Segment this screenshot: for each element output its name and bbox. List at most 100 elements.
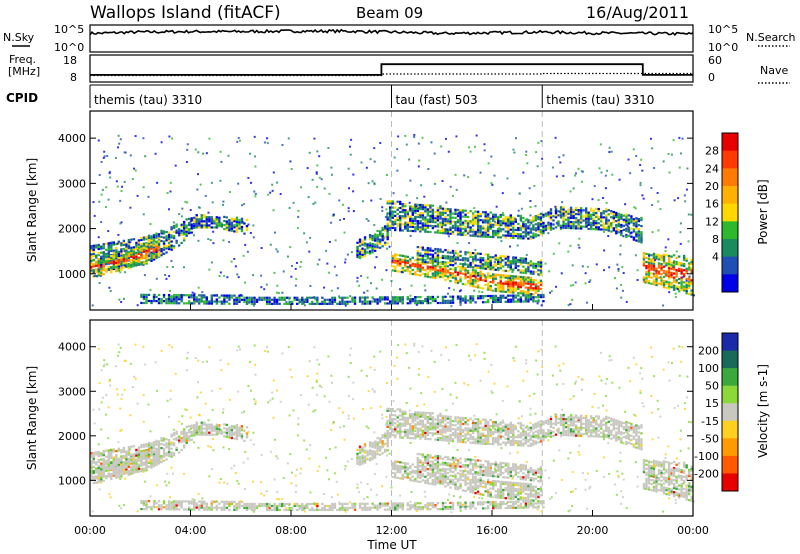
- power-cell: [621, 289, 624, 292]
- power-cell: [640, 233, 643, 236]
- power-cell: [396, 257, 399, 261]
- power-cell: [474, 218, 477, 221]
- power-cell: [574, 217, 578, 220]
- power-cell: [152, 250, 156, 253]
- power-cell: [219, 271, 222, 274]
- power-cell: [351, 296, 354, 299]
- power-cell: [233, 218, 236, 221]
- power-cell: [474, 252, 477, 255]
- power-cell: [662, 281, 666, 285]
- velocity-cell: [441, 415, 445, 418]
- power-cell: [554, 205, 557, 208]
- power-cell: [371, 296, 374, 299]
- velocity-cell: [378, 453, 382, 456]
- power-cell: [137, 246, 141, 249]
- velocity-cell: [386, 425, 389, 428]
- power-cell: [627, 218, 631, 221]
- power-cell: [504, 290, 507, 293]
- power-cell: [489, 259, 492, 263]
- velocity-cell: [147, 449, 151, 453]
- power-cell: [135, 251, 138, 254]
- power-cell: [363, 298, 367, 301]
- power-cell: [177, 302, 181, 305]
- velocity-cell: [210, 427, 213, 430]
- power-cell: [110, 243, 113, 247]
- power-cell: [621, 266, 624, 269]
- power-cell: [414, 217, 417, 221]
- power-cell: [479, 276, 482, 279]
- power-cell: [534, 264, 538, 268]
- power-cell: [436, 262, 440, 265]
- velocity-cell: [356, 454, 359, 457]
- velocity-cell: [479, 436, 482, 439]
- power-cell: [399, 217, 402, 220]
- velocity-cell: [441, 417, 445, 420]
- velocity-cell: [182, 432, 186, 435]
- power-cell: [657, 262, 661, 265]
- freq-right-tick-top: 60: [708, 54, 722, 67]
- power-cell: [431, 224, 435, 228]
- power-cell: [129, 241, 132, 244]
- power-cell: [333, 300, 337, 303]
- power-cell: [328, 300, 332, 303]
- power-cell: [273, 296, 276, 299]
- power-cell: [416, 258, 420, 261]
- power-cell: [316, 302, 319, 305]
- power-cell: [670, 275, 673, 279]
- velocity-cell: [110, 475, 113, 479]
- power-cell: [492, 266, 495, 269]
- power-cell: [223, 296, 226, 299]
- power-cell: [160, 229, 163, 232]
- power-cell: [250, 296, 254, 299]
- velocity-cell: [145, 450, 148, 453]
- power-cell: [323, 187, 326, 190]
- power-cell: [559, 224, 563, 227]
- power-cell: [399, 227, 402, 230]
- power-cell: [358, 244, 362, 247]
- power-cell: [444, 137, 447, 140]
- velocity-cell: [127, 473, 131, 476]
- velocity-cell: [203, 433, 206, 436]
- power-cell: [381, 296, 384, 299]
- velocity-cell: [223, 435, 226, 438]
- power-cell: [526, 162, 529, 165]
- power-cell: [399, 288, 402, 291]
- power-cell: [358, 252, 362, 255]
- power-cell: [474, 232, 477, 236]
- power-cell: [691, 271, 694, 274]
- power-cell: [525, 153, 528, 156]
- power-cell: [119, 199, 122, 202]
- power-cell: [564, 210, 568, 213]
- power-cell: [110, 266, 113, 269]
- velocity-cell: [160, 442, 163, 446]
- power-cell: [567, 208, 570, 211]
- power-cell: [293, 298, 296, 301]
- power-cell: [499, 215, 502, 219]
- power-cell: [650, 258, 653, 261]
- power-cell: [288, 297, 291, 300]
- power-cell: [225, 228, 229, 231]
- power-cell: [445, 256, 448, 259]
- velocity-cell: [494, 429, 497, 432]
- power-cell: [630, 219, 633, 222]
- power-cell: [672, 278, 676, 281]
- power-cell: [466, 251, 470, 254]
- power-cell: [117, 269, 121, 272]
- power-cell: [660, 264, 663, 268]
- velocity-cell: [155, 450, 158, 453]
- velocity-cell: [454, 420, 457, 423]
- velocity-cell: [225, 423, 229, 426]
- power-cell: [645, 264, 648, 268]
- power-cell: [667, 273, 671, 276]
- power-cell: [254, 155, 257, 158]
- power-cell: [394, 255, 397, 258]
- power-cell: [645, 275, 648, 278]
- power-cell: [341, 298, 344, 301]
- power-cell: [200, 294, 203, 297]
- power-cell: [157, 293, 161, 297]
- power-cell: [421, 268, 425, 271]
- velocity-cell: [230, 436, 234, 440]
- power-cell: [484, 259, 487, 262]
- velocity-cell: [497, 435, 500, 438]
- power-cell: [559, 206, 563, 209]
